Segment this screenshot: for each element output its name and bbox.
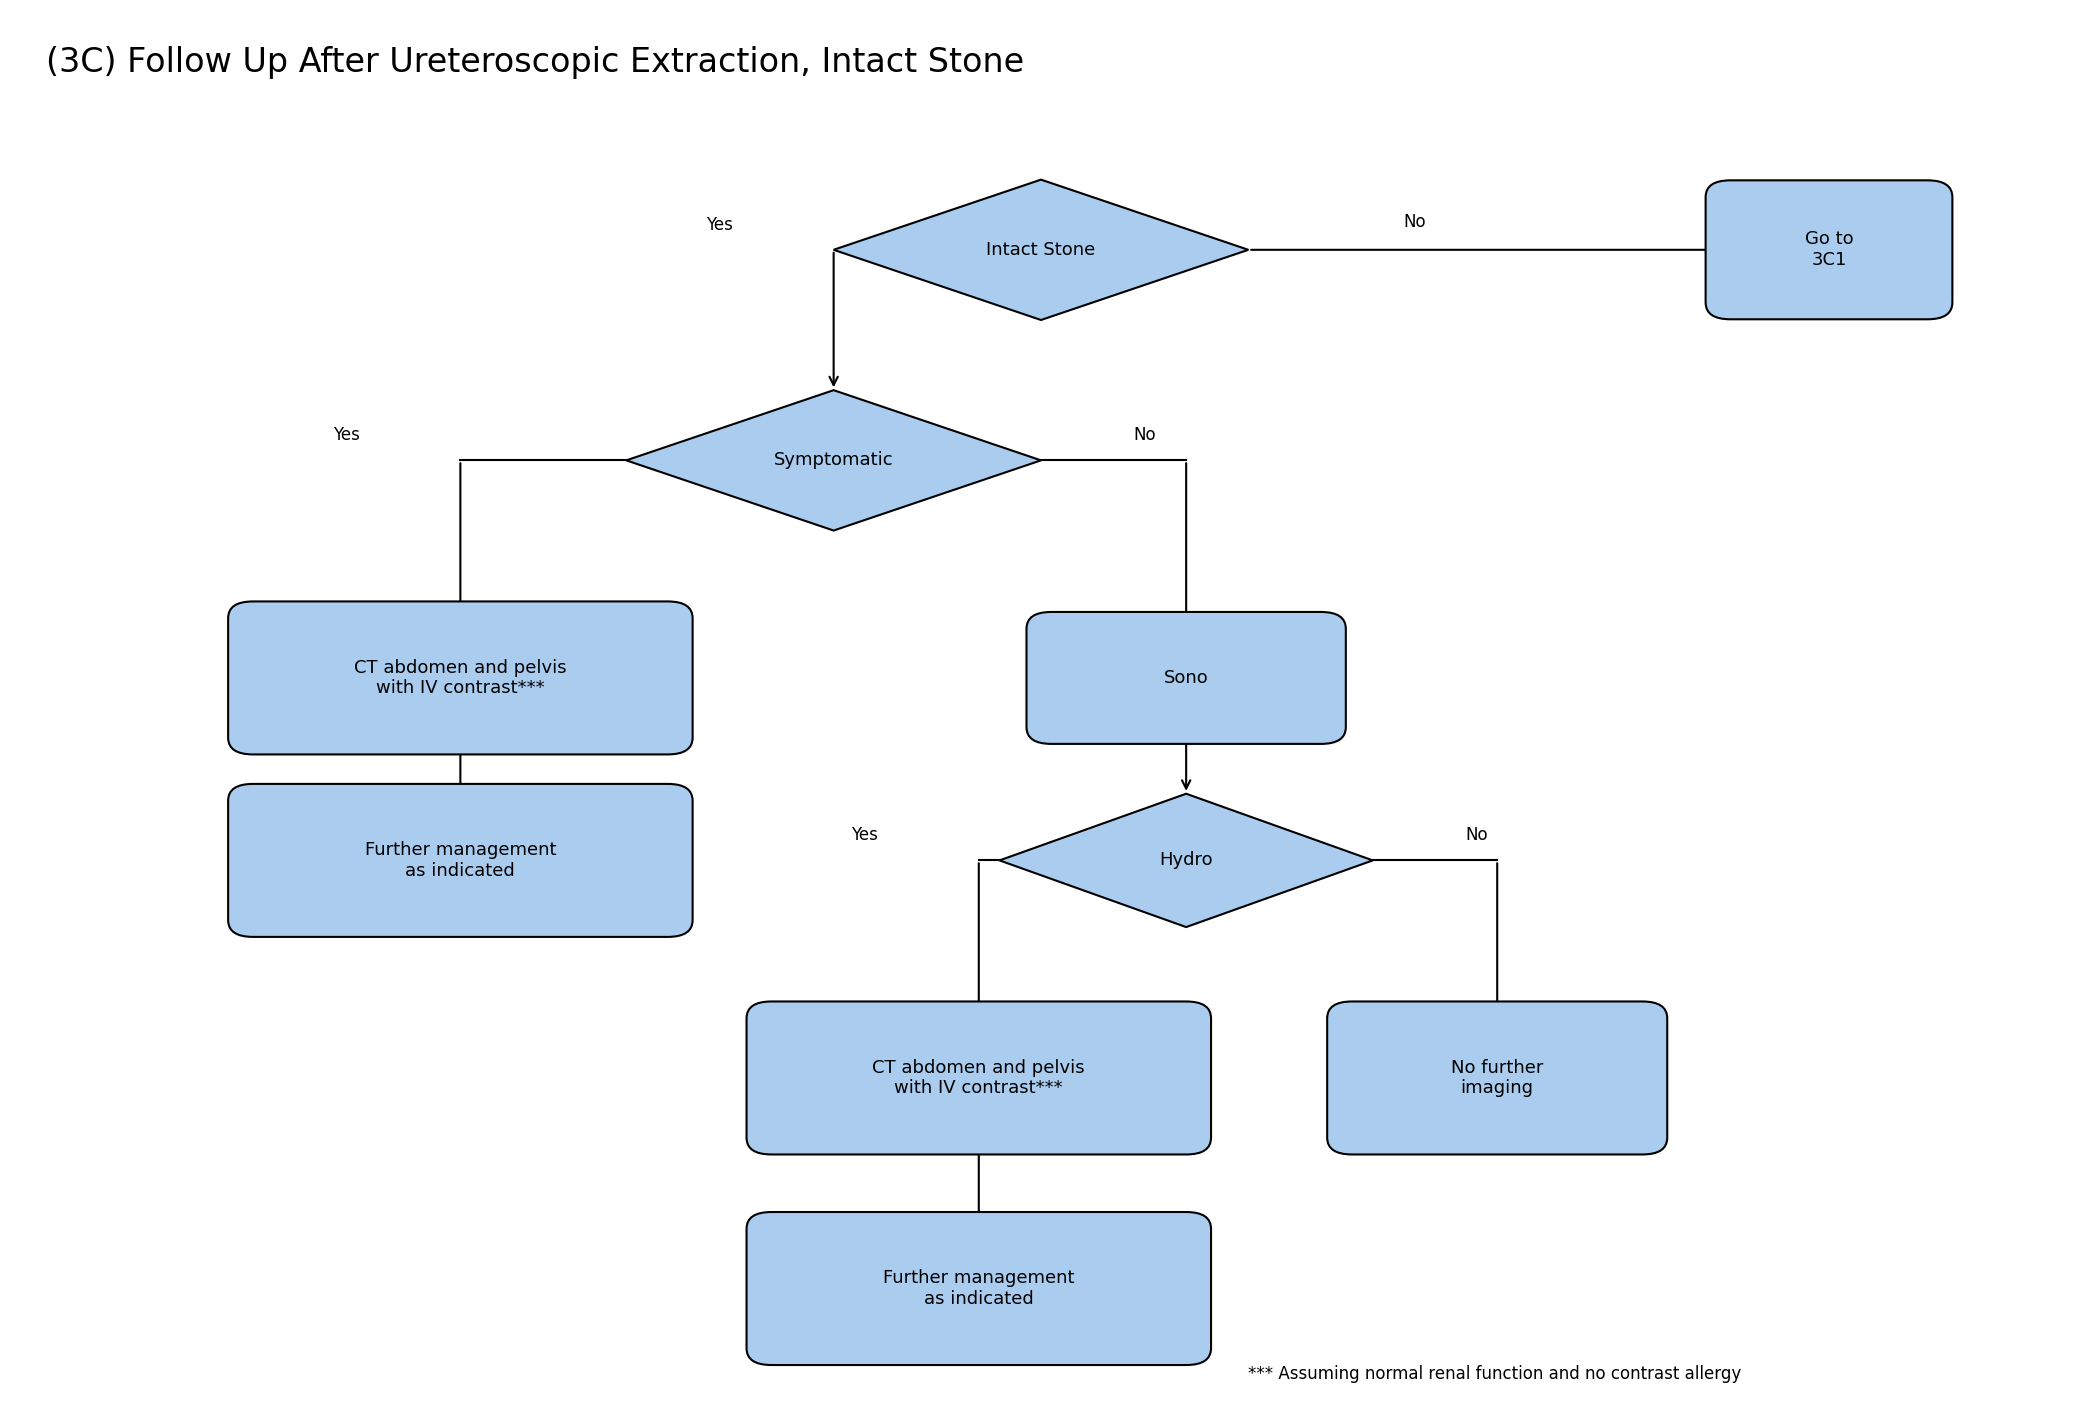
FancyBboxPatch shape [1705,181,1953,319]
Text: Further management
as indicated: Further management as indicated [883,1269,1074,1308]
Text: Yes: Yes [706,216,733,233]
Text: *** Assuming normal renal function and no contrast allergy: *** Assuming normal renal function and n… [1249,1364,1743,1382]
Text: No: No [1133,426,1156,445]
Text: Intact Stone: Intact Stone [987,241,1095,258]
Text: Sono: Sono [1164,669,1208,686]
Text: CT abdomen and pelvis
with IV contrast***: CT abdomen and pelvis with IV contrast**… [872,1059,1085,1097]
FancyBboxPatch shape [229,602,693,754]
Text: (3C) Follow Up After Ureteroscopic Extraction, Intact Stone: (3C) Follow Up After Ureteroscopic Extra… [46,47,1024,79]
Text: Go to
3C1: Go to 3C1 [1805,230,1853,270]
FancyBboxPatch shape [1026,611,1345,744]
Text: No: No [1466,826,1489,844]
Text: Hydro: Hydro [1160,851,1214,870]
FancyBboxPatch shape [229,784,693,938]
FancyBboxPatch shape [747,1001,1212,1155]
FancyBboxPatch shape [747,1211,1212,1365]
FancyBboxPatch shape [1326,1001,1668,1155]
Text: No further
imaging: No further imaging [1451,1059,1543,1097]
Text: Yes: Yes [333,426,360,445]
Polygon shape [627,390,1041,531]
Polygon shape [833,179,1249,321]
Text: No: No [1403,213,1426,230]
Text: Symptomatic: Symptomatic [775,452,893,469]
Text: Further management
as indicated: Further management as indicated [364,842,556,880]
Text: CT abdomen and pelvis
with IV contrast***: CT abdomen and pelvis with IV contrast**… [354,658,566,698]
Text: Yes: Yes [852,826,879,844]
Polygon shape [999,794,1372,928]
